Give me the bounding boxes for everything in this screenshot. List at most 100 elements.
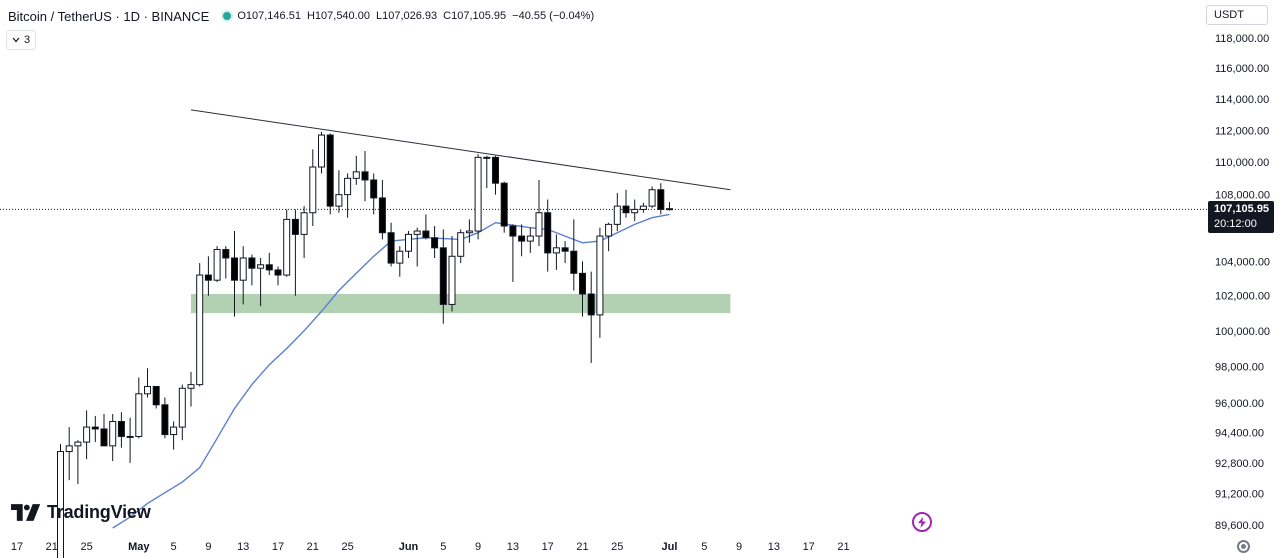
- price-tick-label: 114,000.00: [1215, 94, 1269, 106]
- tradingview-logo-icon: [11, 504, 41, 521]
- time-tick-label: May: [128, 541, 150, 553]
- candle: [213, 246, 221, 282]
- low-value: 107,026.93: [382, 10, 438, 22]
- currency-selector[interactable]: USDT: [1206, 5, 1268, 25]
- bolt-icon[interactable]: [912, 512, 932, 532]
- candle-body: [378, 197, 386, 234]
- candle: [187, 371, 195, 407]
- time-tick-label: 5: [171, 541, 177, 553]
- candle-body: [100, 428, 108, 447]
- candle-body: [657, 189, 665, 210]
- candle: [613, 192, 621, 232]
- candle-body: [352, 171, 360, 179]
- candle-body: [422, 230, 430, 239]
- candle-body: [65, 445, 73, 453]
- candle: [492, 155, 499, 195]
- price-tick-label: 118,000.00: [1215, 33, 1269, 45]
- support-zone-rect: [191, 294, 731, 314]
- candle-body: [465, 230, 473, 234]
- candle-body: [74, 441, 82, 447]
- candle: [283, 209, 291, 277]
- candle-body: [431, 237, 439, 249]
- candle-body: [309, 166, 317, 214]
- indicator-count: 3: [24, 34, 31, 46]
- candle-body: [526, 235, 534, 242]
- candle-body: [213, 249, 221, 281]
- candle-body: [161, 404, 169, 436]
- candle: [648, 186, 656, 208]
- high-key: H: [306, 10, 315, 22]
- bar-countdown: 20:12:00: [1214, 218, 1257, 230]
- candle: [405, 231, 412, 258]
- logo-text: TradingView: [47, 502, 151, 522]
- bolt-glyph: [918, 516, 926, 528]
- price-tick-label: 94,400.00: [1215, 428, 1264, 440]
- candle: [500, 181, 508, 233]
- candle-body: [57, 451, 64, 558]
- candle-body: [239, 257, 247, 281]
- price-tick-label: 98,000.00: [1215, 361, 1264, 373]
- candle-body: [639, 205, 647, 210]
- candle: [178, 384, 186, 441]
- candle-body: [83, 426, 91, 443]
- tradingview-logo[interactable]: TradingView: [11, 502, 151, 523]
- candle: [100, 414, 108, 447]
- candle-body: [291, 218, 299, 235]
- open-value: 107,146.51: [245, 10, 301, 22]
- candle: [239, 246, 247, 305]
- price-axis: 118,000.00 116,000.00 114,000.00 112,000.00…: [1215, 33, 1270, 532]
- time-tick-label: 21: [307, 541, 319, 553]
- candle-body: [126, 435, 134, 438]
- candle-body: [318, 134, 325, 168]
- support-zone: [191, 294, 731, 314]
- candle-body: [144, 385, 151, 395]
- candle: [352, 155, 360, 185]
- candle: [622, 189, 630, 218]
- candle: [57, 443, 64, 558]
- symbol-legend: Bitcoin / TetherUS · 1D · BINANCE O107,1…: [8, 7, 594, 25]
- candle: [561, 241, 569, 264]
- price-tick-label: 116,000.00: [1215, 63, 1269, 75]
- settings-icon[interactable]: [1237, 540, 1250, 553]
- time-tick-label: 21: [576, 541, 588, 553]
- candle-body: [370, 179, 378, 199]
- candle-body: [666, 208, 673, 211]
- time-tick-label: 5: [440, 541, 446, 553]
- candle: [318, 131, 325, 174]
- candle-body: [117, 420, 125, 437]
- resistance-trendline: [190, 109, 731, 191]
- candle: [274, 266, 282, 286]
- candle-body: [552, 247, 560, 254]
- candle-body: [170, 426, 178, 436]
- candle: [170, 421, 178, 450]
- candle: [291, 209, 299, 296]
- candle: [204, 256, 212, 296]
- candle-body: [448, 255, 456, 305]
- candle: [117, 412, 125, 448]
- candle-body: [196, 274, 204, 386]
- candle: [83, 410, 91, 460]
- candle: [439, 229, 447, 324]
- indicators-collapse-button[interactable]: 3: [6, 30, 37, 50]
- candle: [666, 202, 673, 211]
- market-status-icon: [223, 12, 232, 20]
- candle-body: [344, 177, 352, 196]
- price-tick-label: 108,000.00: [1215, 190, 1270, 202]
- time-tick-label: 9: [736, 541, 742, 553]
- symbol-title[interactable]: Bitcoin / TetherUS · 1D · BINANCE: [8, 8, 210, 24]
- candle-body: [561, 247, 569, 252]
- candle-body: [500, 182, 508, 227]
- candle: [91, 415, 99, 443]
- price-tick-label: 96,000.00: [1215, 398, 1264, 410]
- chevron-down-icon: [12, 37, 20, 43]
- candle-body: [570, 250, 578, 274]
- candle: [639, 202, 647, 213]
- candle-body: [274, 269, 282, 276]
- candle-body: [579, 272, 586, 295]
- time-tick-label: 25: [611, 541, 623, 553]
- time-tick-label: 17: [542, 541, 554, 553]
- candle-body: [544, 212, 552, 254]
- price-tick-label: 89,600.00: [1215, 520, 1264, 532]
- candle-body: [396, 250, 404, 264]
